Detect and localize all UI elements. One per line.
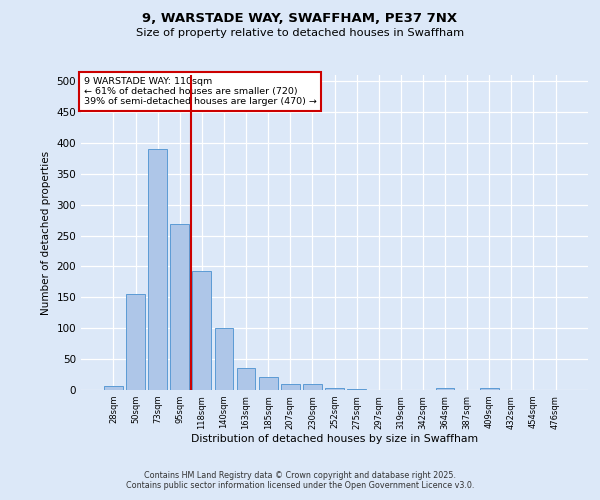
X-axis label: Distribution of detached houses by size in Swaffham: Distribution of detached houses by size … bbox=[191, 434, 478, 444]
Y-axis label: Number of detached properties: Number of detached properties bbox=[41, 150, 51, 314]
Bar bbox=[126, 294, 145, 390]
Text: Size of property relative to detached houses in Swaffham: Size of property relative to detached ho… bbox=[136, 28, 464, 38]
Bar bbox=[480, 388, 499, 390]
Text: 9, WARSTADE WAY, SWAFFHAM, PE37 7NX: 9, WARSTADE WAY, SWAFFHAM, PE37 7NX bbox=[142, 12, 458, 26]
Bar bbox=[215, 328, 233, 390]
Bar bbox=[104, 386, 123, 390]
Bar bbox=[259, 377, 278, 390]
Bar bbox=[236, 368, 256, 390]
Bar bbox=[436, 388, 454, 390]
Bar bbox=[281, 384, 299, 390]
Text: 9 WARSTADE WAY: 110sqm
← 61% of detached houses are smaller (720)
39% of semi-de: 9 WARSTADE WAY: 110sqm ← 61% of detached… bbox=[83, 76, 316, 106]
Bar bbox=[148, 149, 167, 390]
Bar bbox=[325, 388, 344, 390]
Bar bbox=[170, 224, 189, 390]
Text: Contains HM Land Registry data © Crown copyright and database right 2025.
Contai: Contains HM Land Registry data © Crown c… bbox=[126, 470, 474, 490]
Bar bbox=[193, 271, 211, 390]
Bar bbox=[303, 384, 322, 390]
